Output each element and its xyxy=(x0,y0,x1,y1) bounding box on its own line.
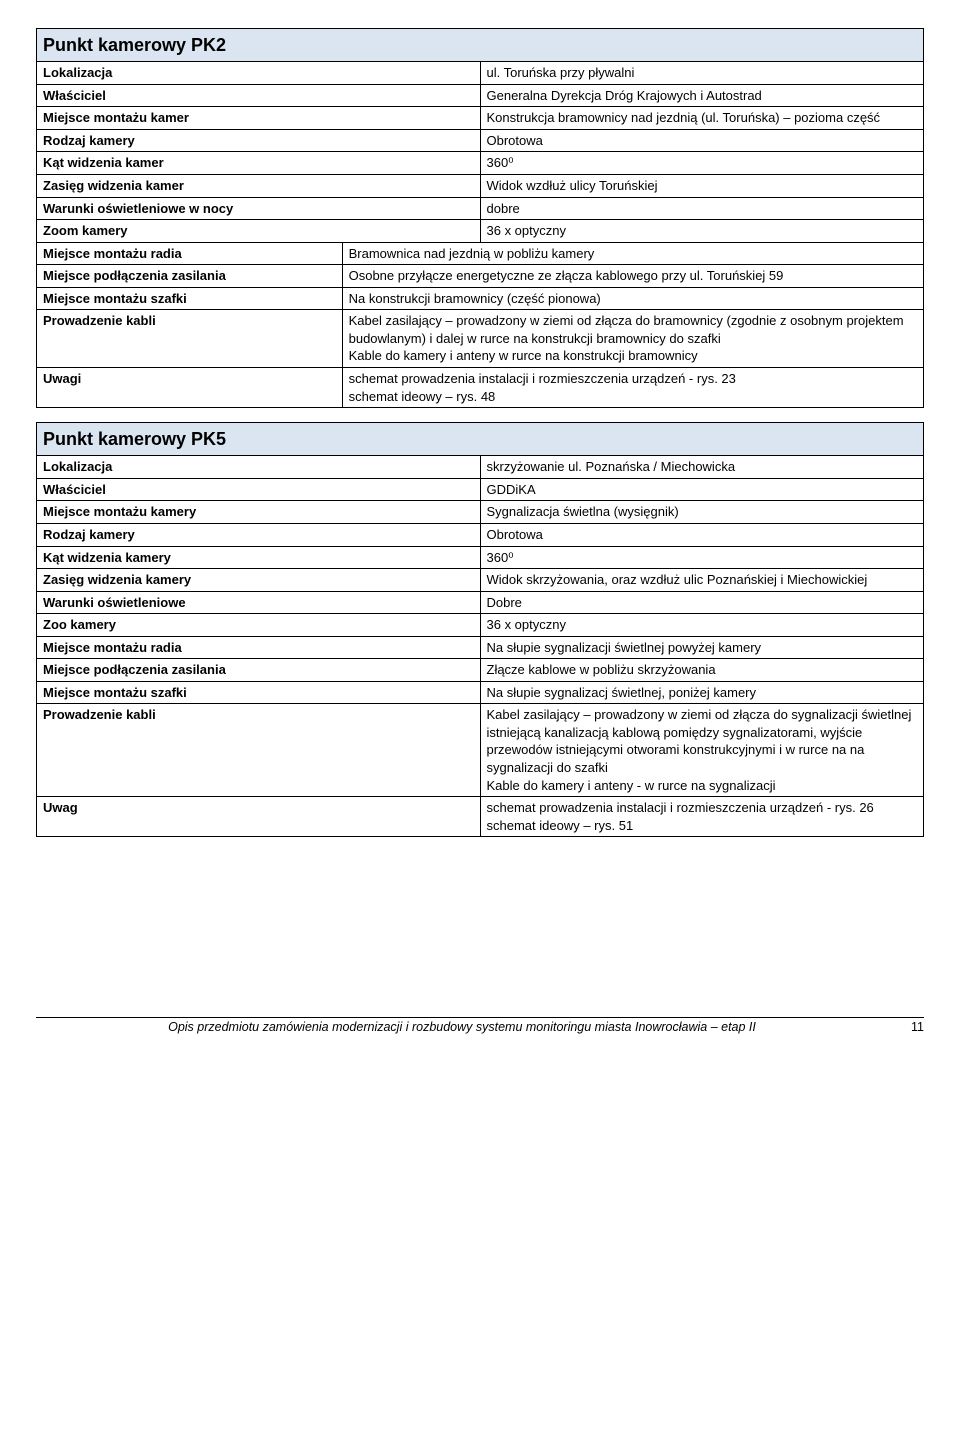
row-label: Warunki oświetleniowe xyxy=(37,591,481,614)
row-label: Właściciel xyxy=(37,84,481,107)
row-label: Zoom kamery xyxy=(37,220,481,243)
table-row: Zasięg widzenia kamer Widok wzdłuż ulicy… xyxy=(37,175,924,198)
row-value: 36 x optyczny xyxy=(480,220,924,243)
table-row: Prowadzenie kabliKabel zasilający – prow… xyxy=(37,310,924,368)
table-row: Zoom kamery36 x optyczny xyxy=(37,220,924,243)
table-row: Miejsce montażu szafkiNa konstrukcji bra… xyxy=(37,287,924,310)
row-label: Zasięg widzenia kamery xyxy=(37,569,481,592)
row-label: Miejsce podłączenia zasilania xyxy=(37,265,343,288)
footer-page-number: 11 xyxy=(888,1020,924,1034)
row-value: Kabel zasilający – prowadzony w ziemi od… xyxy=(480,704,924,797)
table-row: Warunki oświetlenioweDobre xyxy=(37,591,924,614)
table-row: Rodzaj kameryObrotowa xyxy=(37,129,924,152)
row-value: Sygnalizacja świetlna (wysięgnik) xyxy=(480,501,924,524)
row-value: skrzyżowanie ul. Poznańska / Miechowicka xyxy=(480,456,924,479)
pk2-title: Punkt kamerowy PK2 xyxy=(37,29,924,62)
row-label: Prowadzenie kabli xyxy=(37,704,481,797)
pk5-table: Punkt kamerowy PK5 Lokalizacjaskrzyżowan… xyxy=(36,422,924,837)
table-row: Lokalizacjaskrzyżowanie ul. Poznańska / … xyxy=(37,456,924,479)
row-label: Kąt widzenia kamery xyxy=(37,546,481,569)
table-row: Miejsce podłączenia zasilaniaOsobne przy… xyxy=(37,265,924,288)
footer-text: Opis przedmiotu zamówienia modernizacji … xyxy=(36,1020,888,1034)
row-value: ul. Toruńska przy pływalni xyxy=(480,62,924,85)
row-value: Widok skrzyżowania, oraz wzdłuż ulic Poz… xyxy=(480,569,924,592)
row-label: Miejsce montażu kamery xyxy=(37,501,481,524)
row-label: Rodzaj kamery xyxy=(37,523,481,546)
row-label: Właściciel xyxy=(37,478,481,501)
pk2-table-part2: Miejsce montażu radiaBramownica nad jezd… xyxy=(36,242,924,408)
table-row: Lokalizacjaul. Toruńska przy pływalni xyxy=(37,62,924,85)
row-label: Lokalizacja xyxy=(37,62,481,85)
table-row: Zasięg widzenia kamery Widok skrzyżowani… xyxy=(37,569,924,592)
table-row: Kąt widzenia kamery360⁰ xyxy=(37,546,924,569)
row-value: Obrotowa xyxy=(480,523,924,546)
row-label: Prowadzenie kabli xyxy=(37,310,343,368)
row-value: Obrotowa xyxy=(480,129,924,152)
row-label: Lokalizacja xyxy=(37,456,481,479)
row-label: Warunki oświetleniowe w nocy xyxy=(37,197,481,220)
row-value: Złącze kablowe w pobliżu skrzyżowania xyxy=(480,659,924,682)
table-row: Miejsce podłączenia zasilaniaZłącze kabl… xyxy=(37,659,924,682)
row-label: Zasięg widzenia kamer xyxy=(37,175,481,198)
row-value: 36 x optyczny xyxy=(480,614,924,637)
pk2-table: Punkt kamerowy PK2 Lokalizacjaul. Toruńs… xyxy=(36,28,924,243)
row-label: Zoo kamery xyxy=(37,614,481,637)
table-row: Miejsce montażu kamerySygnalizacja świet… xyxy=(37,501,924,524)
row-value: Na konstrukcji bramownicy (część pionowa… xyxy=(342,287,923,310)
row-label: Rodzaj kamery xyxy=(37,129,481,152)
row-value: schemat prowadzenia instalacji i rozmies… xyxy=(480,797,924,837)
row-value: dobre xyxy=(480,197,924,220)
row-label: Miejsce montażu szafki xyxy=(37,287,343,310)
table-row: WłaścicielGeneralna Dyrekcja Dróg Krajow… xyxy=(37,84,924,107)
table-row: Warunki oświetleniowe w nocydobre xyxy=(37,197,924,220)
row-label: Uwag xyxy=(37,797,481,837)
row-value: 360⁰ xyxy=(480,152,924,175)
row-value: Bramownica nad jezdnią w pobliżu kamery xyxy=(342,242,923,265)
row-value: Widok wzdłuż ulicy Toruńskiej xyxy=(480,175,924,198)
row-value: 360⁰ xyxy=(480,546,924,569)
row-value: Kabel zasilający – prowadzony w ziemi od… xyxy=(342,310,923,368)
row-label: Miejsce podłączenia zasilania xyxy=(37,659,481,682)
row-label: Uwagi xyxy=(37,367,343,407)
row-value: schemat prowadzenia instalacji i rozmies… xyxy=(342,367,923,407)
row-value: Na słupie sygnalizacj świetlnej, poniżej… xyxy=(480,681,924,704)
table-row: Prowadzenie kabliKabel zasilający – prow… xyxy=(37,704,924,797)
row-label: Miejsce montażu kamer xyxy=(37,107,481,130)
table-row: WłaścicielGDDiKA xyxy=(37,478,924,501)
row-label: Miejsce montażu radia xyxy=(37,242,343,265)
table-row: Miejsce montażu radiaBramownica nad jezd… xyxy=(37,242,924,265)
table-row: Miejsce montażu kamerKonstrukcja bramown… xyxy=(37,107,924,130)
table-row: Zoo kamery36 x optyczny xyxy=(37,614,924,637)
page-footer: Opis przedmiotu zamówienia modernizacji … xyxy=(36,1017,924,1034)
table-row: Uwagischemat prowadzenia instalacji i ro… xyxy=(37,367,924,407)
pk5-title: Punkt kamerowy PK5 xyxy=(37,423,924,456)
table-row: Rodzaj kameryObrotowa xyxy=(37,523,924,546)
table-row: Miejsce montażu radiaNa słupie sygnaliza… xyxy=(37,636,924,659)
row-value: Konstrukcja bramownicy nad jezdnią (ul. … xyxy=(480,107,924,130)
table-row: Miejsce montażu szafkiNa słupie sygnaliz… xyxy=(37,681,924,704)
row-value: Osobne przyłącze energetyczne ze złącza … xyxy=(342,265,923,288)
row-value: Dobre xyxy=(480,591,924,614)
table-row: Kąt widzenia kamer360⁰ xyxy=(37,152,924,175)
row-value: Generalna Dyrekcja Dróg Krajowych i Auto… xyxy=(480,84,924,107)
row-label: Miejsce montażu radia xyxy=(37,636,481,659)
row-value: GDDiKA xyxy=(480,478,924,501)
row-label: Kąt widzenia kamer xyxy=(37,152,481,175)
row-value: Na słupie sygnalizacji świetlnej powyżej… xyxy=(480,636,924,659)
row-label: Miejsce montażu szafki xyxy=(37,681,481,704)
table-row: Uwagschemat prowadzenia instalacji i roz… xyxy=(37,797,924,837)
